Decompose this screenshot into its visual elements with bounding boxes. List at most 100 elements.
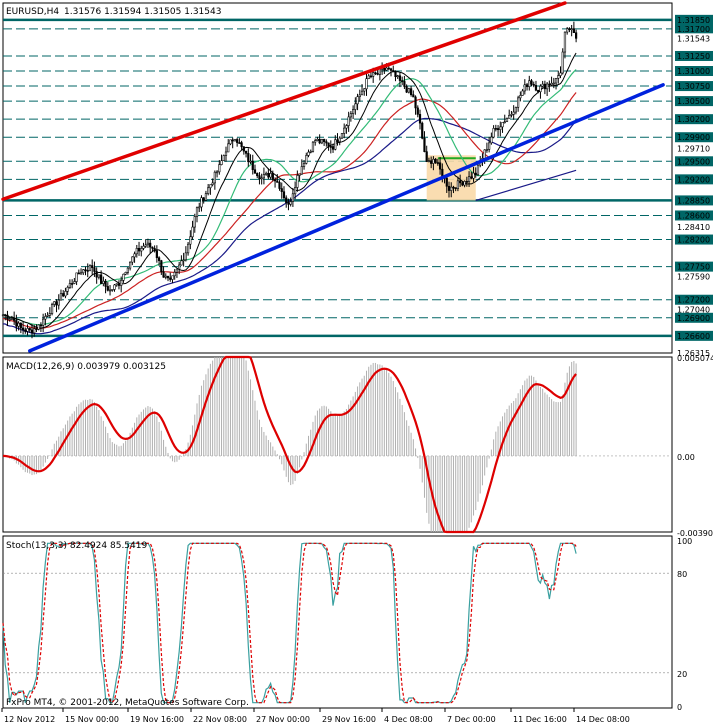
candle-body xyxy=(265,172,268,175)
candle-body xyxy=(418,114,422,124)
candle-body xyxy=(546,83,549,90)
candle-body xyxy=(503,121,506,124)
candle-body xyxy=(151,246,154,249)
price-tag-bg xyxy=(675,234,713,245)
candle-body xyxy=(260,177,263,180)
candle-body xyxy=(42,318,45,326)
candle-body xyxy=(409,88,413,95)
candle-body xyxy=(434,158,437,163)
macd-tick-label: -0.003900 xyxy=(677,529,713,538)
candle-body xyxy=(115,283,118,286)
candle-body xyxy=(62,293,65,297)
candle-body xyxy=(19,322,22,329)
candle-body xyxy=(108,289,112,292)
price-tag-bg xyxy=(675,81,713,92)
candle-body xyxy=(8,318,11,321)
candle-body xyxy=(111,289,114,291)
candle-body xyxy=(570,28,573,31)
candle-body xyxy=(423,137,426,152)
candle-body xyxy=(432,158,435,164)
candle-body xyxy=(46,315,49,317)
candle-body xyxy=(213,171,216,184)
resistance-trendline xyxy=(1,1,567,201)
candle-body xyxy=(86,270,89,272)
candle-body xyxy=(104,280,107,287)
price-tick-label: 1.26600 xyxy=(677,332,710,341)
candle-body xyxy=(454,187,457,189)
candle-body xyxy=(202,197,205,201)
candle-body xyxy=(517,97,520,108)
candle-body xyxy=(472,172,475,179)
candle-body xyxy=(492,128,495,138)
candle-body xyxy=(48,313,51,316)
price-tag-bg xyxy=(675,210,713,221)
candle-body xyxy=(519,95,522,99)
candle-body xyxy=(173,271,176,277)
candle-body xyxy=(403,81,406,87)
moving-averages xyxy=(2,52,577,335)
candle-body xyxy=(314,140,317,143)
candle-body xyxy=(59,293,63,301)
candle-body xyxy=(97,274,100,278)
candle-body xyxy=(294,187,297,195)
candle-body xyxy=(474,172,477,176)
candle-body xyxy=(557,75,560,79)
candle-body xyxy=(338,137,341,143)
candle-body xyxy=(452,186,455,189)
candle-body xyxy=(287,202,290,205)
stochastic-indicator xyxy=(2,542,672,704)
candle-body xyxy=(427,160,431,162)
candle-body xyxy=(298,173,301,176)
candle-body xyxy=(334,139,337,150)
price-tag-bg xyxy=(675,23,713,34)
candle-body xyxy=(53,301,56,305)
candle-body xyxy=(55,301,58,306)
candle-body xyxy=(191,226,194,238)
candle-body xyxy=(525,84,529,87)
candle-body xyxy=(273,179,277,182)
candle-body xyxy=(28,328,31,331)
candle-body xyxy=(285,197,288,203)
candle-body xyxy=(180,260,183,266)
candle-body xyxy=(278,182,281,189)
candle-body xyxy=(552,82,555,85)
price-tick-label: 1.28410 xyxy=(677,223,710,232)
candle-body xyxy=(256,173,259,177)
candle-body xyxy=(120,280,123,286)
candle-body xyxy=(566,28,569,33)
candle-body xyxy=(135,247,138,255)
candle-body xyxy=(182,259,185,262)
candle-body xyxy=(412,94,415,98)
macd-tick-label: 0.005074 xyxy=(677,354,713,363)
candle-body xyxy=(436,162,439,164)
price-tick-label: 1.31850 xyxy=(677,16,710,25)
macd-tick-label: 0.00 xyxy=(677,453,695,462)
candle-body xyxy=(238,142,241,144)
ohlc-label: 1.31576 1.31594 1.31505 1.31543 xyxy=(64,7,221,17)
price-tick-label: 1.29900 xyxy=(677,133,710,142)
candle-body xyxy=(405,86,408,93)
stoch-tick-label: 80 xyxy=(677,570,687,579)
candle-body xyxy=(392,70,395,73)
candle-body xyxy=(100,274,103,284)
candle-body xyxy=(220,160,223,165)
candle-body xyxy=(37,324,40,330)
candle-body xyxy=(561,51,564,74)
ma-green-line xyxy=(2,69,577,326)
candle-body xyxy=(204,193,208,201)
candle-body xyxy=(251,160,254,171)
time-tick-label: 15 Nov 00:00 xyxy=(65,715,119,724)
candle-body xyxy=(33,328,36,334)
candle-body xyxy=(24,329,27,332)
price-tick-label: 1.27200 xyxy=(677,296,710,305)
candle-body xyxy=(35,328,38,330)
candle-body xyxy=(307,151,310,156)
candle-body xyxy=(129,261,132,269)
time-tick-label: 7 Dec 00:00 xyxy=(447,715,496,724)
candle-body xyxy=(26,328,29,332)
candle-body xyxy=(530,80,533,85)
price-tick-label: 1.28200 xyxy=(677,236,710,245)
candle-body xyxy=(572,28,575,34)
candle-body xyxy=(171,275,174,280)
